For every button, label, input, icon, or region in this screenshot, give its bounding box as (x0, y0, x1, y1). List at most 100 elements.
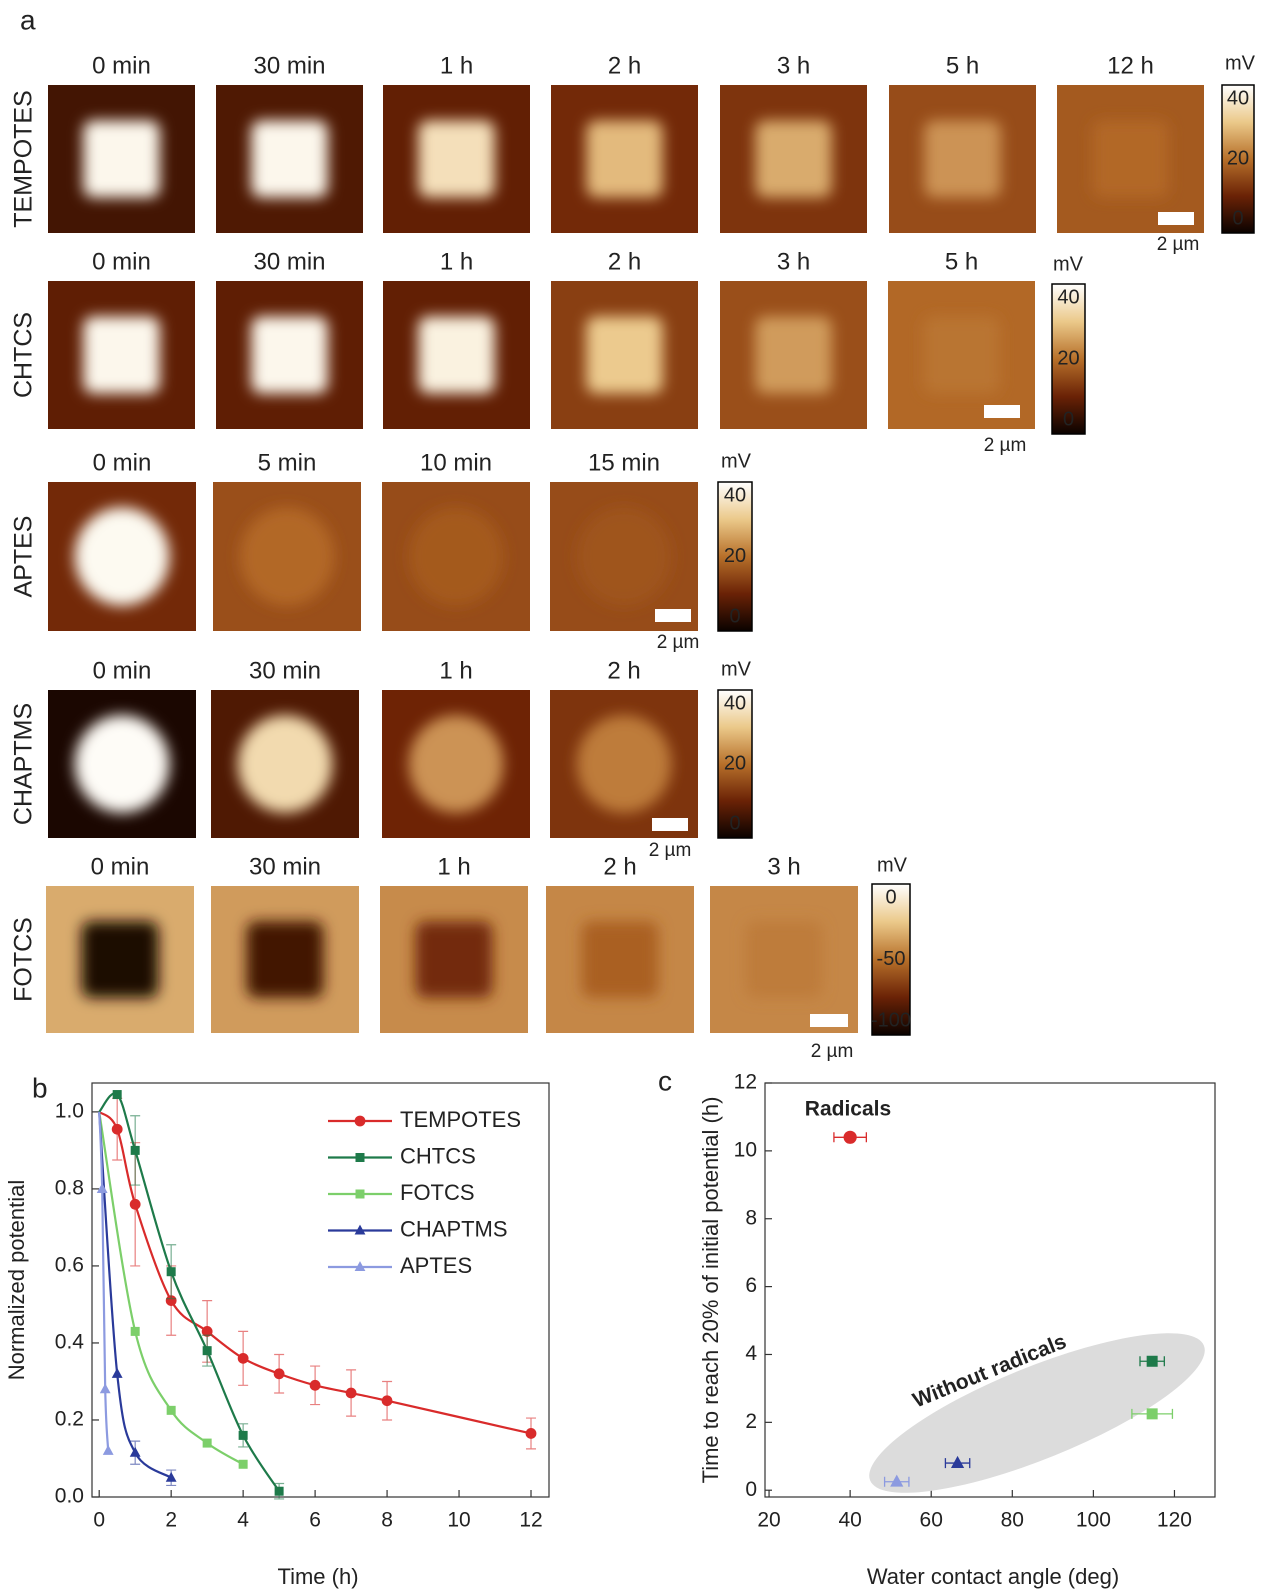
kpfm-image (383, 281, 530, 429)
marker (890, 1474, 904, 1487)
marker (355, 1153, 365, 1162)
x-tick-label: 10 (447, 1509, 470, 1532)
marker (201, 1326, 213, 1337)
time-label: 30 min (249, 657, 321, 684)
time-label: 30 min (253, 248, 325, 275)
time-label: 10 min (420, 449, 492, 476)
marker (273, 1368, 285, 1380)
colorbar-tick-label: -50 (877, 948, 906, 970)
kpfm-image (551, 85, 698, 233)
image-pattern (74, 715, 170, 813)
marker (130, 1326, 140, 1336)
kpfm-image (710, 886, 858, 1033)
colorbar (1051, 283, 1086, 435)
marker (130, 1145, 140, 1155)
marker (525, 1428, 537, 1439)
legend-label: CHTCS (400, 1143, 476, 1168)
scale-bar (1158, 212, 1194, 225)
y-axis-label: Normalized potential (4, 1180, 29, 1381)
kpfm-image (550, 482, 698, 631)
y-tick-label: 8 (745, 1206, 757, 1229)
time-label: 1 h (440, 248, 473, 275)
colorbar-tick-label: 40 (724, 692, 746, 714)
time-label: 0 min (91, 853, 150, 880)
image-pattern (586, 120, 663, 198)
kpfm-image (211, 886, 359, 1033)
time-label: 3 h (777, 52, 810, 79)
marker (238, 1430, 248, 1440)
marker (1146, 1355, 1158, 1367)
scale-bar-label: 2 µm (984, 435, 1027, 456)
y-tick-label: 2 (745, 1410, 757, 1433)
x-tick-label: 40 (838, 1509, 861, 1532)
time-label: 0 min (92, 248, 151, 275)
marker (274, 1486, 284, 1496)
kpfm-image (888, 281, 1035, 429)
image-pattern (83, 120, 160, 198)
x-axis-label: Time (h) (277, 1564, 358, 1589)
y-tick-label: 4 (745, 1342, 757, 1365)
x-tick-label: 0 (93, 1509, 105, 1532)
marker (129, 1198, 141, 1210)
time-label: 1 h (439, 657, 472, 684)
image-pattern (408, 507, 504, 606)
kpfm-image (550, 690, 698, 838)
marker (111, 1367, 123, 1378)
colorbar-tick-label: 0 (1232, 207, 1243, 229)
y-tick-label: 0.0 (55, 1485, 84, 1508)
kpfm-image (1057, 85, 1204, 233)
kpfm-image (48, 690, 196, 838)
plot-frame (764, 1082, 1216, 1498)
marker (238, 1459, 248, 1469)
row-label: CHAPTMS (10, 703, 38, 825)
time-label: 30 min (253, 52, 325, 79)
colorbar-tick-label: 40 (1057, 286, 1079, 308)
scale-bar-label: 2 µm (811, 1041, 854, 1062)
y-axis-label: Time to reach 20% of initial potential (… (698, 1097, 723, 1484)
legend-label: APTES (400, 1253, 472, 1278)
y-tick-label: 0.2 (55, 1408, 84, 1431)
colorbar-tick-label: 20 (1227, 147, 1249, 169)
time-label: 3 h (777, 248, 810, 275)
scale-bar (652, 818, 688, 831)
image-pattern (251, 316, 328, 394)
x-tick-label: 4 (237, 1509, 249, 1532)
scale-bar-label: 2 µm (657, 632, 700, 653)
y-tick-label: 12 (734, 1071, 757, 1094)
row-label: CHTCS (10, 312, 38, 398)
panel-label: a (20, 4, 36, 35)
marker (1146, 1408, 1158, 1420)
colorbar (1221, 84, 1255, 234)
x-tick-label: 8 (381, 1509, 393, 1532)
x-tick-label: 80 (1001, 1509, 1024, 1532)
time-label: 30 min (249, 853, 321, 880)
image-pattern (923, 316, 1000, 394)
colorbar-unit: mV (1053, 253, 1084, 275)
kpfm-image (546, 886, 694, 1033)
time-label: 1 h (440, 52, 473, 79)
image-pattern (81, 921, 159, 998)
time-label: 5 h (946, 52, 979, 79)
colorbar-tick-label: 20 (724, 545, 746, 567)
marker (166, 1267, 176, 1277)
colorbar-tick-label: 0 (1063, 408, 1074, 430)
image-pattern (1092, 120, 1169, 198)
kpfm-image (889, 85, 1036, 233)
image-pattern (246, 921, 324, 998)
scale-bar (984, 405, 1020, 418)
time-label: 3 h (767, 853, 800, 880)
kpfm-image (551, 281, 698, 429)
colorbar (717, 689, 753, 839)
row-label: FOTCS (10, 917, 38, 1002)
x-tick-label: 120 (1157, 1509, 1192, 1532)
image-pattern (586, 316, 663, 394)
y-tick-label: 1.0 (55, 1099, 84, 1122)
image-pattern (418, 120, 495, 198)
marker (843, 1130, 857, 1144)
colorbar-unit: mV (1225, 52, 1256, 74)
marker (96, 1183, 108, 1193)
time-label: 15 min (588, 449, 660, 476)
image-pattern (418, 316, 495, 394)
image-pattern (755, 120, 832, 198)
